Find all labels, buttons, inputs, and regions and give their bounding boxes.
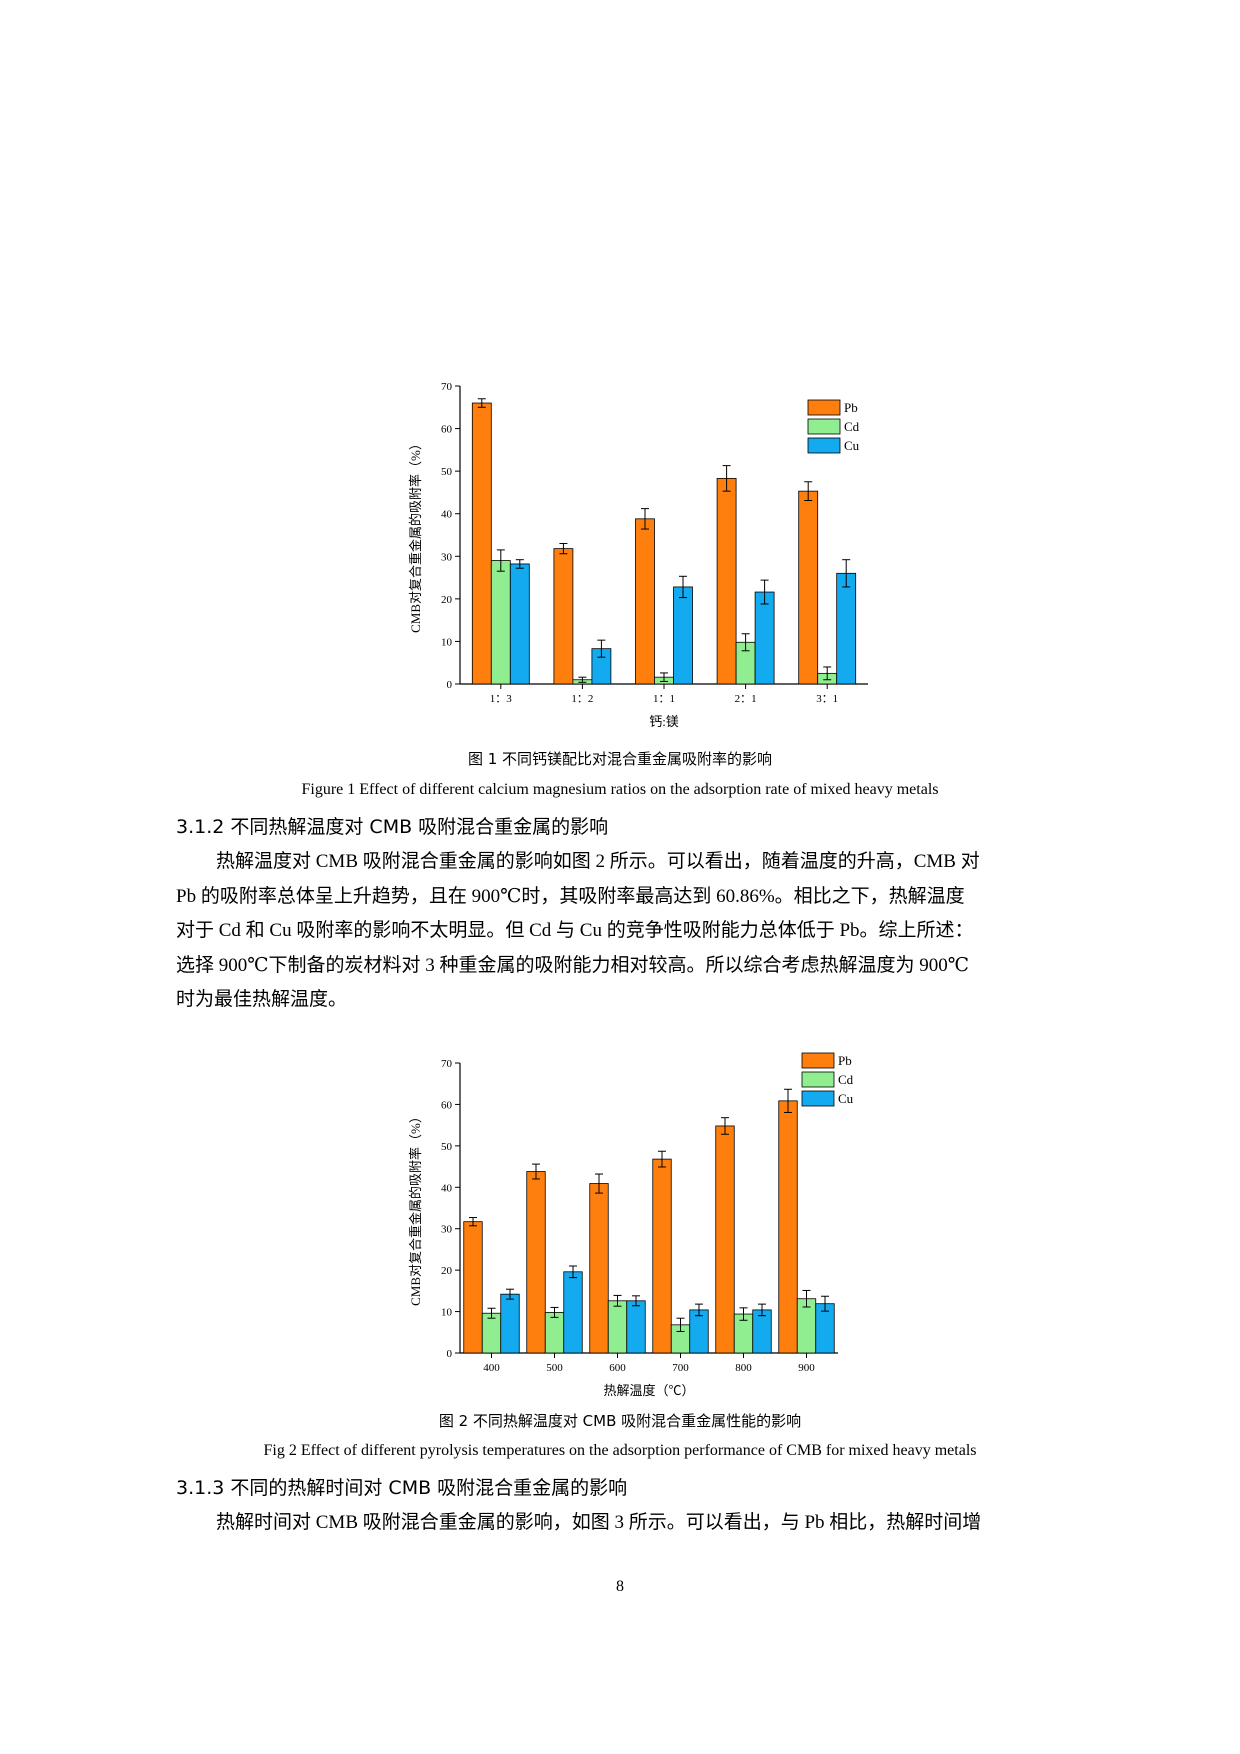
y-tick-label: 60 bbox=[441, 1099, 453, 1111]
bar-pb bbox=[716, 477, 737, 685]
figure-2-chart: 0 10 20 30 40 50 60 70 400 500 600 700 800 900 热解温度（℃）… bbox=[380, 1035, 880, 1398]
x-tick-label: 2：1 bbox=[735, 693, 757, 705]
y-tick-label: 10 bbox=[441, 636, 453, 648]
bar-pb bbox=[715, 1125, 735, 1354]
legend-swatch-pb bbox=[801, 1052, 835, 1069]
bar-cu bbox=[626, 1300, 646, 1354]
figure-1-caption-cn: 图 1 不同钙镁配比对混合重金属吸附率的影响 bbox=[467, 750, 773, 768]
bar-cd bbox=[607, 1300, 628, 1354]
legend-swatch-cd bbox=[807, 418, 841, 435]
bar-cu bbox=[500, 1293, 520, 1354]
figure-1-caption-en: Figure 1 Effect of different calcium mag… bbox=[301, 781, 939, 798]
y-tick-label: 70 bbox=[441, 1058, 453, 1070]
legend-swatch-cu bbox=[801, 1090, 835, 1107]
x-tick-label: 1：1 bbox=[653, 693, 675, 705]
bar-cd bbox=[544, 1311, 565, 1354]
y-axis-title: CMB对复合重金属的吸附率（%） bbox=[408, 437, 423, 633]
bar-pb bbox=[589, 1183, 609, 1354]
bar-cd bbox=[490, 560, 511, 685]
y-tick-label: 0 bbox=[447, 1348, 453, 1360]
x-tick-label: 800 bbox=[735, 1362, 752, 1374]
x-axis-title: 钙:镁 bbox=[649, 714, 679, 729]
bar-cu bbox=[754, 591, 775, 685]
y-tick-label: 20 bbox=[441, 1265, 453, 1277]
bar-pb bbox=[471, 402, 492, 685]
bar-pb bbox=[635, 518, 655, 685]
legend-label-pb: Pb bbox=[844, 400, 858, 415]
section-312-paragraph: 热解温度对 CMB 吸附混合重金属的影响如图 2 所示。可以看出，随着温度的升高… bbox=[176, 845, 1086, 1018]
x-tick-label: 400 bbox=[483, 1362, 500, 1374]
legend-swatch-cd bbox=[801, 1071, 835, 1088]
x-tick-label: 1：2 bbox=[571, 693, 593, 705]
x-tick-label: 900 bbox=[798, 1362, 815, 1374]
x-tick-label: 500 bbox=[546, 1362, 563, 1374]
paragraph-line: 对于 Cd 和 Cu 吸附率的影响不太明显。但 Cd 与 Cu 的竞争性吸附能力… bbox=[176, 920, 974, 941]
bar-cu bbox=[509, 563, 530, 685]
legend-label-cu: Cu bbox=[844, 438, 860, 453]
legend-swatch-pb bbox=[807, 399, 841, 416]
bar-pb bbox=[553, 548, 574, 685]
y-tick-label: 40 bbox=[441, 509, 453, 521]
legend-label-cu: Cu bbox=[838, 1091, 854, 1106]
bar-pb bbox=[798, 490, 819, 685]
figure-2-caption-en: Fig 2 Effect of different pyrolysis temp… bbox=[263, 1442, 977, 1459]
y-tick-label: 50 bbox=[441, 1141, 453, 1153]
y-tick-label: 40 bbox=[441, 1182, 453, 1194]
y-tick-label: 70 bbox=[441, 381, 453, 393]
y-tick-label: 20 bbox=[441, 594, 453, 606]
x-tick-label: 3：1 bbox=[816, 693, 838, 705]
bar-cu bbox=[752, 1309, 772, 1354]
bar-pb bbox=[526, 1171, 546, 1354]
paragraph-line: 热解时间对 CMB 吸附混合重金属的影响，如图 3 所示。可以看出，与 Pb 相… bbox=[216, 1512, 982, 1533]
figure-1-chart: 0 10 20 30 40 50 60 70 1：3 1：2 1：1 2：1 3：1 钙:镁 CMB对复合重… bbox=[380, 370, 880, 729]
x-tick-label: 1：3 bbox=[490, 693, 512, 705]
section-313-paragraph: 热解时间对 CMB 吸附混合重金属的影响，如图 3 所示。可以看出，与 Pb 相… bbox=[176, 1506, 1086, 1541]
bar-pb bbox=[652, 1158, 672, 1354]
bar-pb bbox=[778, 1100, 798, 1354]
x-axis-title: 热解温度（℃） bbox=[603, 1383, 694, 1398]
y-tick-label: 50 bbox=[441, 466, 453, 478]
legend-label-cd: Cd bbox=[844, 419, 860, 434]
y-tick-label: 30 bbox=[441, 551, 453, 563]
legend-label-cd: Cd bbox=[838, 1072, 854, 1087]
legend-label-pb: Pb bbox=[838, 1053, 852, 1068]
section-313-heading: 3.1.3 不同的热解时间对 CMB 吸附混合重金属的影响 bbox=[176, 1477, 628, 1499]
paragraph-line: Pb 的吸附率总体呈上升趋势，且在 900℃时，其吸附率最高达到 60.86%。… bbox=[176, 885, 965, 907]
paragraph-line: 时为最佳热解温度。 bbox=[176, 989, 348, 1010]
section-312-heading: 3.1.2 不同热解温度对 CMB 吸附混合重金属的影响 bbox=[176, 816, 609, 838]
paragraph-line: 热解温度对 CMB 吸附混合重金属的影响如图 2 所示。可以看出，随着温度的升高… bbox=[216, 851, 980, 872]
figure-2-caption-cn: 图 2 不同热解温度对 CMB 吸附混合重金属性能的影响 bbox=[438, 1412, 802, 1430]
figure-1-svg: 0 10 20 30 40 50 60 70 1：3 1：2 1：1 2：1 3：1 钙:镁 CMB对复合重… bbox=[408, 381, 868, 729]
x-tick-label: 700 bbox=[672, 1362, 689, 1374]
y-tick-label: 10 bbox=[441, 1307, 453, 1319]
page-number: 8 bbox=[616, 1578, 624, 1595]
paragraph-line: 选择 900℃下制备的炭材料对 3 种重金属的吸附能力相对较高。所以综合考虑热解… bbox=[176, 954, 970, 976]
bar-pb bbox=[463, 1221, 483, 1354]
bar-cu bbox=[563, 1271, 583, 1354]
y-tick-label: 60 bbox=[441, 424, 453, 436]
bar-cu bbox=[836, 572, 857, 685]
x-tick-label: 600 bbox=[609, 1362, 626, 1374]
y-tick-label: 0 bbox=[447, 679, 453, 691]
figure-2-svg: 0 10 20 30 40 50 60 70 400 500 600 700 800 900 热解温度（℃）… bbox=[408, 1052, 854, 1398]
y-axis-title: CMB对复合重金属的吸附率（%） bbox=[408, 1110, 423, 1306]
legend-swatch-cu bbox=[807, 437, 841, 454]
bar-cu bbox=[673, 586, 693, 685]
y-tick-label: 30 bbox=[441, 1224, 453, 1236]
bar-cu bbox=[689, 1309, 709, 1354]
bar-cd bbox=[481, 1312, 502, 1354]
